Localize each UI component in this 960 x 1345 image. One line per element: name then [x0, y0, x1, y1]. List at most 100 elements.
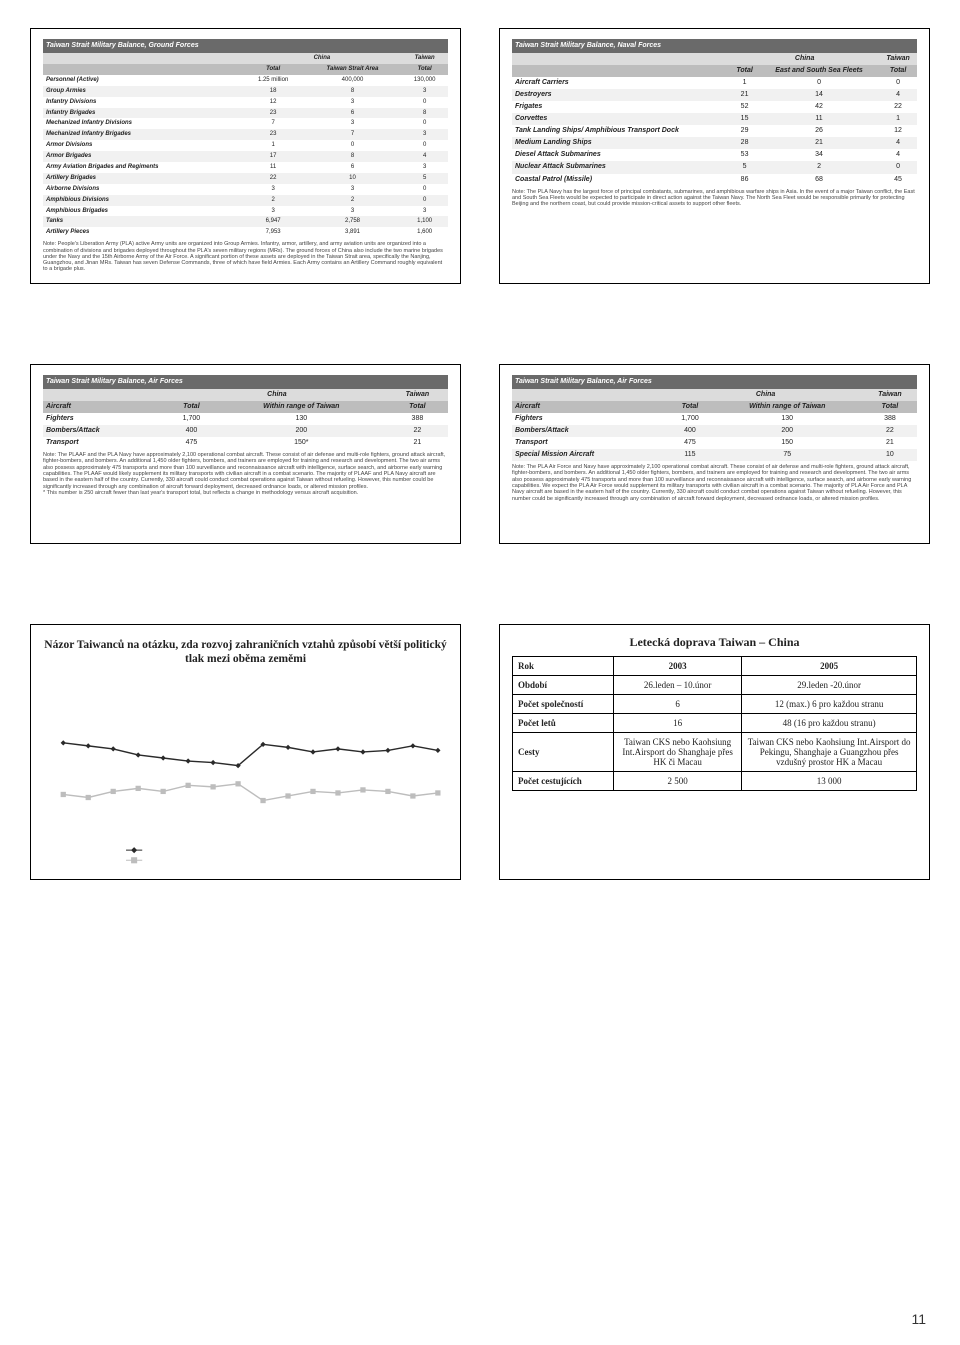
row-cell: 0 — [401, 97, 448, 108]
row-cell: 15 — [730, 113, 759, 125]
row-label: Nuclear Attack Submarines — [512, 161, 730, 173]
row-cell: 21 — [759, 137, 879, 149]
row-cell: 4 — [879, 149, 917, 161]
at-h1: 2003 — [614, 656, 742, 675]
air1-body: Fighters1,700130388Bombers/Attack4002002… — [43, 413, 448, 449]
row-cell: 388 — [387, 413, 448, 425]
naval-table: Taiwan Strait Military Balance, Naval Fo… — [512, 39, 917, 186]
col-china: China — [668, 389, 862, 401]
row-cell: 42 — [759, 101, 879, 113]
row-cell: 1,700 — [167, 413, 216, 425]
row-label: Artillery Pieces — [43, 227, 243, 238]
row-cell: 150 — [712, 437, 863, 449]
row-label: Airborne Divisions — [43, 184, 243, 195]
row-label: Army Aviation Brigades and Regiments — [43, 162, 243, 173]
row-cell: 0 — [879, 161, 917, 173]
row-label: Amphibious Divisions — [43, 195, 243, 206]
row-cell: 21 — [863, 437, 917, 449]
table-row: Group Armies1883 — [43, 86, 448, 97]
survey-title: Názor Taiwanců na otázku, zda rozvoj zah… — [43, 639, 448, 667]
table-row: Mechanized Infantry Brigades2373 — [43, 129, 448, 140]
row-cell: 130 — [216, 413, 387, 425]
table-row: Artillery Pieces7,9533,8911,600 — [43, 227, 448, 238]
page: Taiwan Strait Military Balance, Ground F… — [0, 0, 960, 1345]
row-cell: 3 — [243, 184, 304, 195]
ground-body: Personnel (Active)1.25 million400,000130… — [43, 75, 448, 238]
row-label: Fighters — [43, 413, 167, 425]
row-label: Mechanized Infantry Brigades — [43, 129, 243, 140]
row-cell: 5 — [730, 161, 759, 173]
table-row: Fighters1,700130388 — [43, 413, 448, 425]
table-row: Frigates524222 — [512, 101, 917, 113]
naval-title: Taiwan Strait Military Balance, Naval Fo… — [512, 39, 917, 53]
table-row: Special Mission Aircraft1157510 — [512, 449, 917, 461]
row-cell: 14 — [759, 89, 879, 101]
row-cell: 0 — [401, 195, 448, 206]
row-cell: 130 — [712, 413, 863, 425]
row-cell: 400 — [167, 425, 216, 437]
col-range: Within range of Taiwan — [712, 401, 863, 413]
table-row: Amphibious Brigades333 — [43, 206, 448, 217]
row-cell: 7,953 — [243, 227, 304, 238]
row-cell: 3 — [304, 184, 402, 195]
table-row: Aircraft Carriers100 — [512, 77, 917, 89]
slide-air2: Taiwan Strait Military Balance, Air Forc… — [499, 364, 930, 544]
table-row: Army Aviation Brigades and Regiments1163 — [43, 162, 448, 173]
table-row: Infantry Brigades2368 — [43, 108, 448, 119]
row-cell: 1 — [879, 113, 917, 125]
ground-note: Note: People's Liberation Army (PLA) act… — [43, 241, 448, 273]
row-label: Group Armies — [43, 86, 243, 97]
table-row: Mechanized Infantry Divisions730 — [43, 118, 448, 129]
row-cell: 6 — [614, 694, 742, 713]
col-aircraft: Aircraft — [512, 401, 668, 413]
row-cell: 475 — [167, 437, 216, 449]
row-cell: 3 — [401, 206, 448, 217]
row-cell: 3 — [401, 86, 448, 97]
table-row: Období26.leden – 10.únor29.leden -20.úno… — [513, 675, 917, 694]
row-cell: 1.25 million — [243, 75, 304, 86]
row-cell: 17 — [243, 151, 304, 162]
table-row: Bombers/Attack40020022 — [43, 425, 448, 437]
row-cell: 3 — [243, 206, 304, 217]
col-tw-total: Total — [387, 401, 448, 413]
row-cell: 21 — [730, 89, 759, 101]
row-cell: 7 — [304, 129, 402, 140]
col-total: Total — [668, 401, 711, 413]
table-row: Armor Divisions100 — [43, 140, 448, 151]
row-cell: 10 — [304, 173, 402, 184]
row-cell: 22 — [243, 173, 304, 184]
row-cell: 7 — [243, 118, 304, 129]
col-taiwan: Taiwan — [387, 389, 448, 401]
col-taiwan: Taiwan — [879, 53, 917, 65]
row-cell: 0 — [401, 184, 448, 195]
slide-survey-chart: Názor Taiwanců na otázku, zda rozvoj zah… — [30, 624, 461, 880]
row-cell: 130,000 — [401, 75, 448, 86]
row-cell: 4 — [879, 137, 917, 149]
table-row: Počet letů1648 (16 pro každou stranu) — [513, 713, 917, 732]
row-cell: 3,891 — [304, 227, 402, 238]
row-cell: 8 — [304, 86, 402, 97]
row-label: Artillery Brigades — [43, 173, 243, 184]
row-label: Počet letů — [513, 713, 614, 732]
table-row: Transport47515021 — [512, 437, 917, 449]
row-cell: 10 — [863, 449, 917, 461]
slide-air-transport: Letecká doprava Taiwan – China Rok 2003 … — [499, 624, 930, 880]
row-label: Počet cestujících — [513, 771, 614, 790]
row-cell: 475 — [668, 437, 711, 449]
row-cell: 2 — [304, 195, 402, 206]
row-cell: 12 — [243, 97, 304, 108]
slide-grid: Taiwan Strait Military Balance, Ground F… — [30, 28, 930, 880]
col-tw-total: Total — [863, 401, 917, 413]
row-cell: 1,600 — [401, 227, 448, 238]
slide-naval-forces: Taiwan Strait Military Balance, Naval Fo… — [499, 28, 930, 284]
table-row: CestyTaiwan CKS nebo Kaohsiung Int.Airsp… — [513, 732, 917, 771]
table-row: Infantry Divisions1230 — [43, 97, 448, 108]
air2-note: Note: The PLA Air Force and Navy have ap… — [512, 464, 917, 502]
row-cell: 11 — [243, 162, 304, 173]
table-row: Armor Brigades1784 — [43, 151, 448, 162]
row-cell: 22 — [863, 425, 917, 437]
row-cell: 34 — [759, 149, 879, 161]
row-cell: 75 — [712, 449, 863, 461]
survey-line-chart — [43, 676, 448, 868]
row-cell: 16 — [614, 713, 742, 732]
